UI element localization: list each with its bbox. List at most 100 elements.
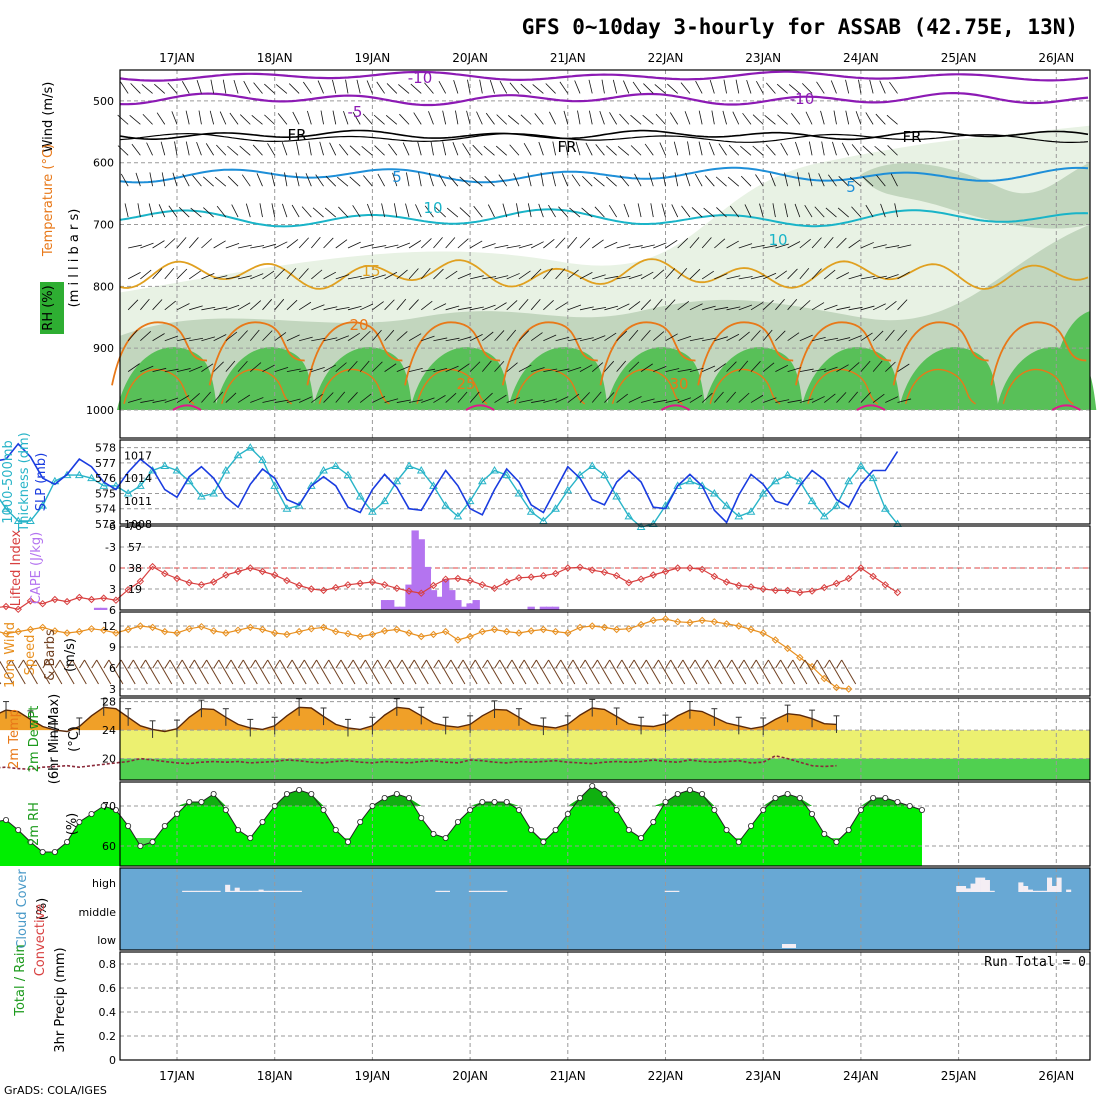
wind-barb (286, 334, 300, 342)
wind-barb-flag (775, 659, 782, 669)
lifted-point (576, 563, 584, 572)
wind-barb (420, 267, 431, 280)
rh2-point (845, 827, 852, 834)
rh2-point (369, 803, 376, 810)
temp-ylabel-4: (°C) (67, 726, 82, 752)
wind-barb (567, 337, 582, 342)
wind-barb (527, 172, 532, 187)
lifted-point (649, 571, 657, 579)
wind-barb (726, 306, 741, 311)
thickness-point (368, 507, 377, 515)
cape-bar (460, 606, 468, 610)
wind-barb (233, 79, 239, 94)
wind-barb-10m (487, 659, 502, 685)
wind-barb (164, 368, 179, 373)
lifted-point (209, 578, 218, 586)
wind-barb (689, 337, 704, 342)
wind-barb (237, 330, 248, 342)
thickness-tick: 577 (95, 457, 116, 470)
cloud-high-bar (268, 890, 274, 892)
wind-barb (286, 299, 298, 311)
wind-barb (189, 337, 204, 342)
wind-barb-10m (206, 659, 222, 685)
wind-barb (811, 302, 825, 311)
wind-barb (338, 206, 349, 218)
wind-barb-10m (10, 659, 26, 685)
cloud-background (120, 868, 1090, 950)
wind-barb-flag (518, 659, 525, 669)
precip-ylabel-total: Total / Rain (13, 944, 28, 1017)
wind-barb (872, 303, 886, 311)
temp-contour-freezing (119, 129, 1089, 141)
wind-barb (249, 329, 260, 341)
wind-barb (738, 392, 750, 403)
wind-barb-flag (164, 659, 171, 669)
rh-shade-green (605, 347, 706, 410)
wind-barb (677, 335, 692, 342)
wind-barb-flag (762, 659, 769, 669)
wind-barb (494, 394, 507, 403)
thickness-point (38, 501, 48, 509)
wind-barb (311, 304, 325, 311)
wind-barb (523, 142, 532, 156)
wind-barb (630, 114, 642, 125)
wind-barb (555, 237, 566, 249)
wind-barb (140, 298, 150, 311)
wind-barb (469, 391, 480, 403)
wind-barb (604, 275, 619, 280)
cloud-high-bar (483, 890, 489, 892)
wind-barb (885, 361, 896, 372)
wind-barb (824, 269, 836, 280)
wind-barb (167, 82, 178, 94)
wind-barb (459, 207, 471, 218)
wind-barb (640, 363, 653, 372)
wind-barb (518, 243, 533, 249)
wind-barb (127, 329, 138, 341)
wind-barb (750, 330, 761, 341)
wind-barb (408, 299, 419, 311)
wind-barb-flag (140, 659, 146, 669)
wind-barb (609, 112, 617, 125)
wind-barb (467, 79, 471, 94)
wind-barb (775, 330, 786, 342)
wind-barb (158, 204, 166, 218)
wind-barb (608, 205, 617, 218)
wind-barb (551, 172, 556, 187)
wind-speed-point (136, 622, 145, 630)
wind-barb (325, 175, 337, 187)
cloud-high-bar (669, 890, 675, 892)
lifted-point (722, 578, 731, 586)
cloud-high-bar (258, 889, 264, 892)
slp-ylabel-thickness-1: 1000-500mb (1, 440, 16, 524)
wind-barb-flag (836, 659, 843, 669)
wind-barb (349, 176, 361, 187)
wind-barb (775, 270, 788, 280)
thickness-point (587, 461, 597, 469)
wind-barb (347, 360, 358, 372)
wind-speed-point (832, 683, 841, 692)
wind-speed-point (649, 616, 657, 625)
rh2-point (64, 839, 71, 846)
cloud-high-bar (440, 890, 446, 892)
wind-barb (787, 241, 801, 249)
wind-barb-10m (291, 659, 307, 685)
wind-barb (516, 203, 520, 218)
wind-barb (457, 273, 471, 280)
wind-barb (201, 336, 216, 342)
wind-barb (723, 79, 727, 94)
thickness-point (734, 511, 744, 520)
rh2-point (137, 843, 144, 850)
cloud-units: (%) (35, 898, 50, 921)
wind-barb (650, 203, 654, 218)
temp-contour-30 (172, 404, 202, 411)
wind-barb (349, 145, 361, 156)
temp-contour-minus5 (119, 92, 1089, 107)
wind-barb (784, 203, 789, 218)
lifted-point (2, 602, 10, 611)
thickness-point (245, 443, 255, 451)
thickness-point (26, 516, 35, 524)
cloud-high-bar (1056, 877, 1062, 892)
wind-barb (286, 398, 301, 403)
thickness-point (123, 488, 133, 497)
wind-speed-point (197, 622, 206, 631)
